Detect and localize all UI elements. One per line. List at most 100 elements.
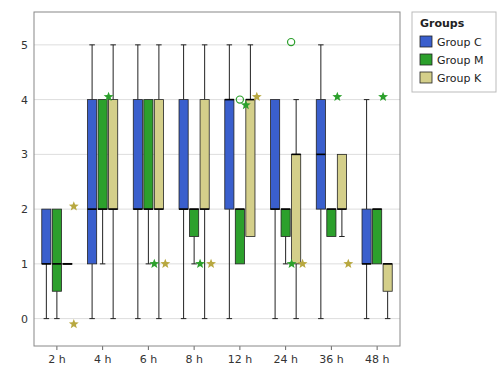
whisker-low xyxy=(194,236,195,263)
whisker-low xyxy=(137,209,138,319)
grid xyxy=(34,45,400,319)
y-tick-label: 2 xyxy=(21,203,28,216)
outlier-star xyxy=(69,201,79,210)
whisker-low xyxy=(366,264,367,319)
cap-high xyxy=(135,44,140,45)
median xyxy=(98,208,107,210)
cap-low xyxy=(385,318,390,319)
median xyxy=(109,208,118,210)
box xyxy=(200,100,209,210)
box xyxy=(88,100,97,264)
outlier-star xyxy=(160,259,170,268)
cap-high xyxy=(248,44,253,45)
outlier-star xyxy=(252,92,262,101)
cap-low xyxy=(339,236,344,237)
box xyxy=(373,209,382,264)
whisker-low xyxy=(320,209,321,319)
legend-label: Group K xyxy=(437,72,482,85)
outlier-circle xyxy=(288,39,295,46)
box xyxy=(52,209,61,291)
x-tick xyxy=(285,346,286,350)
whisker-high xyxy=(137,45,138,100)
cap-low xyxy=(110,318,115,319)
cap-high xyxy=(364,99,369,100)
grid-line xyxy=(34,209,400,210)
whisker-low xyxy=(387,291,388,318)
median xyxy=(316,154,325,156)
grid-line xyxy=(34,318,400,319)
whisker-high xyxy=(183,45,184,100)
x-tick-label: 12 h xyxy=(228,353,252,366)
y-tick-label: 5 xyxy=(21,39,28,52)
whisker-low xyxy=(158,209,159,319)
box xyxy=(292,154,301,264)
box xyxy=(235,209,244,264)
cap-low xyxy=(364,318,369,319)
x-tick-label: 6 h xyxy=(140,353,157,366)
cap-low xyxy=(202,318,207,319)
cap-low xyxy=(283,263,288,264)
x-tick xyxy=(194,346,195,350)
whisker-low xyxy=(46,264,47,319)
median xyxy=(133,208,142,210)
box xyxy=(179,100,188,210)
outlier-star xyxy=(149,259,159,268)
whisker-low xyxy=(148,209,149,264)
median xyxy=(200,208,209,210)
cap-high xyxy=(89,44,94,45)
x-tick-label: 36 h xyxy=(319,353,343,366)
whisker-low xyxy=(296,264,297,319)
whisker-low xyxy=(229,209,230,319)
box xyxy=(337,154,346,209)
median xyxy=(63,263,72,265)
x-tick xyxy=(56,346,57,350)
outlier-star xyxy=(298,259,308,268)
box xyxy=(98,100,107,210)
whisker-low xyxy=(341,209,342,236)
outlier-series xyxy=(288,39,295,46)
cap-low xyxy=(293,318,298,319)
median xyxy=(246,99,255,101)
whisker-low xyxy=(56,291,57,318)
median xyxy=(271,208,280,210)
median xyxy=(190,208,199,210)
box-series xyxy=(63,45,392,319)
median xyxy=(327,208,336,210)
cap-low xyxy=(318,318,323,319)
cap-low xyxy=(191,263,196,264)
median xyxy=(42,263,51,265)
whisker-low xyxy=(204,209,205,319)
outlier-star xyxy=(195,259,205,268)
outlier-star xyxy=(287,259,297,268)
cap-low xyxy=(100,263,105,264)
chart: 0123452 h4 h6 h8 h12 h24 h36 h48 hGroups… xyxy=(0,0,500,376)
median xyxy=(337,208,346,210)
box xyxy=(144,100,153,210)
box xyxy=(154,100,163,210)
x-tick xyxy=(331,346,332,350)
x-tick-label: 24 h xyxy=(273,353,297,366)
marks xyxy=(42,39,392,329)
outlier-series xyxy=(69,319,79,328)
cap-low xyxy=(181,318,186,319)
median xyxy=(88,208,97,210)
x-tick-label: 48 h xyxy=(365,353,389,366)
box xyxy=(383,264,392,291)
whisker-high xyxy=(366,100,367,210)
legend-swatch xyxy=(420,36,432,47)
legend-title: Groups xyxy=(420,17,465,30)
whisker-high xyxy=(250,45,251,100)
cap-high xyxy=(110,44,115,45)
cap-high xyxy=(156,44,161,45)
legend-swatch xyxy=(420,54,432,65)
y-tick-label: 0 xyxy=(21,313,28,326)
plot-frame xyxy=(34,12,400,346)
y-tick-label: 3 xyxy=(21,148,28,161)
x-tick-label: 2 h xyxy=(48,353,65,366)
outlier-series xyxy=(236,96,243,103)
box xyxy=(362,209,371,264)
median xyxy=(179,208,188,210)
median xyxy=(154,208,163,210)
whisker-low xyxy=(113,209,114,319)
whisker-low xyxy=(102,209,103,264)
